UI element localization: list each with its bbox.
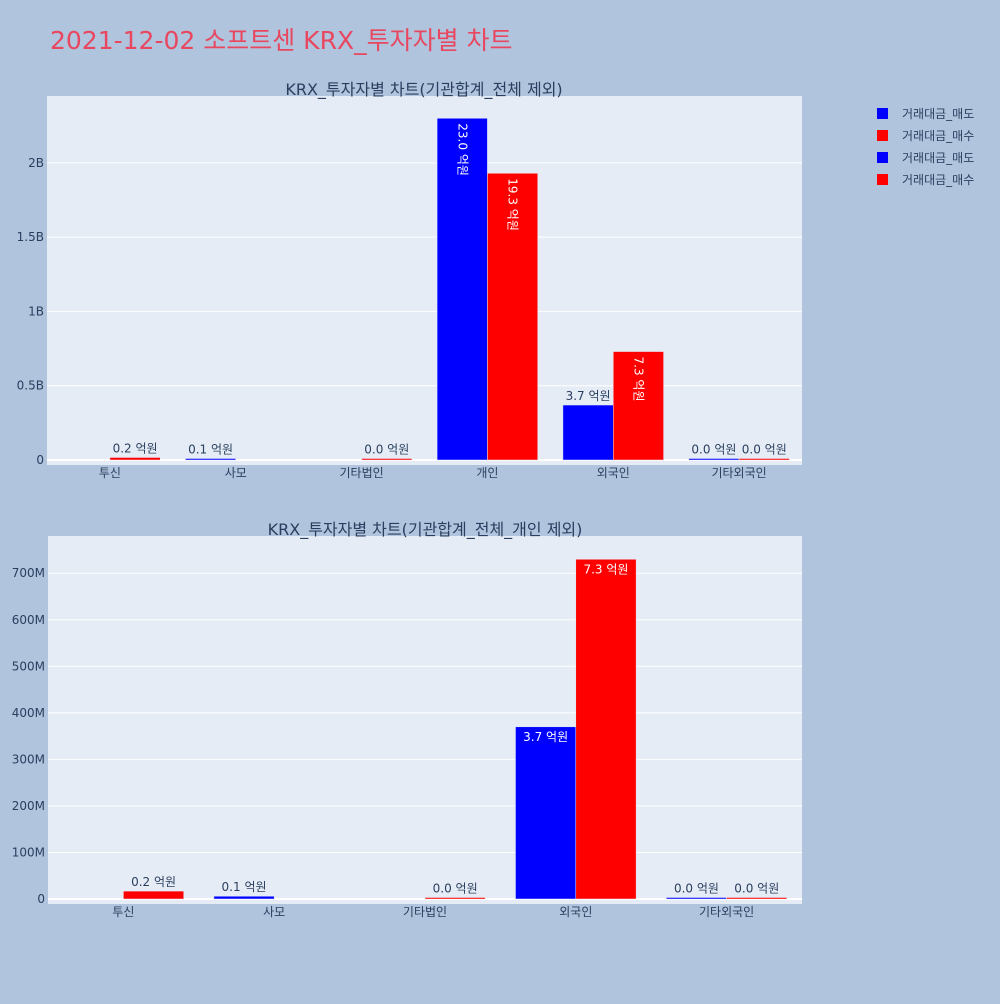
y-tick-label: 300M (12, 752, 45, 766)
x-tick-label: 기타외국인 (699, 905, 754, 919)
bar (361, 458, 413, 461)
bar (515, 726, 577, 900)
y-tick-label: 2B (28, 156, 44, 170)
data-label: 0.1 억원 (188, 443, 233, 457)
data-label: 3.7 억원 (523, 730, 568, 744)
page-title: 2021-12-02 소프트센 KRX_투자자별 차트 (50, 26, 513, 55)
bar (123, 890, 184, 900)
x-tick-label: 투신 (99, 466, 121, 480)
bar (688, 458, 740, 461)
legend-label: 거래대금_매수 (902, 129, 974, 143)
x-tick-label: 사모 (263, 905, 285, 919)
bar (666, 897, 727, 900)
data-label: 0.1 억원 (222, 880, 267, 894)
bar (109, 457, 161, 461)
bar (738, 458, 790, 461)
data-label: 0.2 억원 (113, 441, 158, 455)
y-tick-label: 200M (12, 799, 45, 813)
y-tick-label: 100M (12, 845, 45, 859)
y-tick-label: 1B (28, 304, 44, 318)
legend-swatch (877, 152, 888, 163)
data-label: 0.0 억원 (674, 882, 719, 896)
x-tick-label: 외국인 (597, 466, 630, 480)
bar (562, 404, 614, 461)
x-tick-label: 기타법인 (403, 905, 447, 919)
data-label: 3.7 억원 (566, 389, 611, 403)
y-tick-label: 0 (36, 453, 44, 467)
y-tick-label: 1.5B (17, 230, 44, 244)
y-tick-label: 0.5B (17, 379, 44, 393)
y-tick-label: 700M (12, 566, 45, 580)
bar (213, 895, 275, 900)
x-tick-label: 사모 (225, 466, 247, 480)
bar (726, 897, 788, 900)
x-tick-label: 기타법인 (339, 466, 383, 480)
x-tick-label: 개인 (476, 466, 498, 480)
legend-label: 거래대금_매수 (902, 173, 974, 187)
data-label: 0.0 억원 (734, 882, 779, 896)
chart-top-title: KRX_투자자별 차트(기관합계_전체 제외) (285, 80, 562, 100)
bar (436, 118, 488, 461)
y-tick-label: 600M (12, 613, 45, 627)
data-label: 7.3 억원 (583, 562, 628, 576)
x-tick-label: 외국인 (559, 905, 592, 919)
chart-top: KRX_투자자별 차트(기관합계_전체 제외) 0 0.5B 1B 1.5B 2B 투신 0… (17, 80, 802, 480)
bar (575, 559, 637, 900)
data-label: 23.0 억원 (455, 123, 469, 176)
x-tick-label: 투신 (112, 905, 134, 919)
plot-area (48, 536, 802, 904)
legend-swatch (877, 108, 888, 119)
bar (613, 351, 664, 461)
chart-bottom: KRX_투자자별 차트(기관합계_전체_개인 제외) 0 100M 200M 300M… (12, 520, 802, 919)
data-label: 0.0 억원 (691, 443, 736, 457)
legend-swatch (877, 130, 888, 141)
chart-bottom-title: KRX_투자자별 차트(기관합계_전체_개인 제외) (268, 520, 583, 540)
data-label: 0.0 억원 (742, 443, 787, 457)
legend-label: 거래대금_매도 (902, 107, 974, 121)
y-tick-label: 0 (37, 892, 45, 906)
data-label: 0.2 억원 (131, 875, 176, 889)
bar (487, 173, 538, 461)
legend-swatch (877, 174, 888, 185)
bar (185, 458, 237, 461)
legend-label: 거래대금_매도 (902, 151, 974, 165)
y-tick-label: 500M (12, 659, 45, 673)
data-label: 7.3 억원 (631, 357, 645, 402)
data-label: 0.0 억원 (433, 882, 478, 896)
x-tick-label: 기타외국인 (711, 466, 766, 480)
plot-area (47, 96, 802, 465)
y-tick-label: 400M (12, 706, 45, 720)
bar (424, 897, 486, 900)
data-label: 0.0 억원 (364, 443, 409, 457)
data-label: 19.3 억원 (506, 178, 520, 231)
